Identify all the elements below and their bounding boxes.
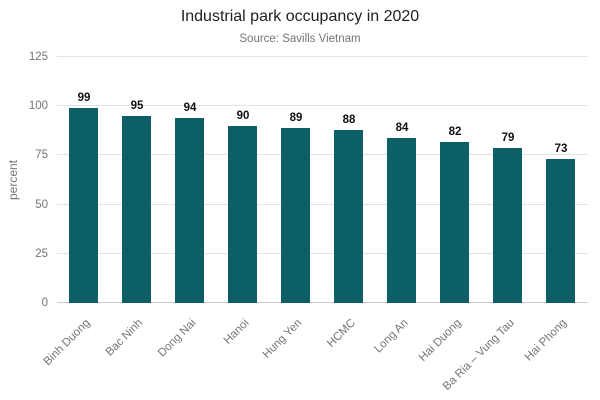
x-axis-label: Bac Ninh [0,313,145,358]
x-axis-label-text: Long An [372,317,411,356]
y-tick-label: 50 [35,199,48,211]
bar-value-label: 73 [554,143,568,155]
bar [334,130,363,303]
bar [69,108,98,303]
y-tick-label: 0 [41,297,48,309]
bar-value-label: 79 [501,132,515,144]
x-axis-label-text: Bac Ninh [103,317,146,359]
chart-subtitle: Source: Savills Vietnam [239,33,361,45]
y-tick-label: 100 [28,100,48,112]
y-tick-label: 25 [35,248,48,260]
bar-value-label: 90 [236,110,250,122]
chart-title: Industrial park occupancy in 2020 [180,8,420,25]
bar [228,126,257,303]
gridline [57,56,588,57]
x-axis-label-text: HCMC [324,317,358,350]
plot-area: 99 95 94 90 89 88 84 82 79 73 [57,56,588,303]
bar-value-label: 95 [130,100,144,112]
x-axis-label-text: Hai Duong [416,317,464,364]
x-axis-label-text: Hung Yen [260,317,305,361]
bar [175,118,204,303]
bar-value-label: 88 [342,114,356,126]
x-axis-label: Hai Duong [295,313,464,364]
gridline [57,154,588,155]
bar-value-label: 82 [448,126,462,138]
x-axis-label: Ba Ria – Vung Tau [348,313,517,393]
gridline [57,204,588,205]
x-axis-label-text: Hai Phong [523,317,570,364]
x-axis-label-text: Hanoi [221,317,252,347]
y-tick-label: 75 [35,149,48,161]
x-axis-label: Hai Phong [401,313,569,363]
bar [387,138,416,303]
bar-value-label: 94 [183,102,197,114]
x-axis-label: Dong Nai [30,313,198,359]
gridline [57,105,588,106]
bar-value-label: 84 [395,122,409,134]
bar [440,142,469,303]
bar-value-label: 99 [77,92,91,104]
x-axis-label: HCMC [189,313,358,350]
bar [546,159,575,303]
x-axis-label-text: Ba Ria – Vung Tau [440,317,517,393]
bar [122,116,151,303]
y-tick-label: 125 [28,51,48,63]
x-axis-label: Hung Yen [136,313,305,361]
bar [493,148,522,303]
x-axis-label-text: Dong Nai [156,317,199,360]
bar [281,128,310,303]
x-axis-label-text: Binh Duong [41,317,93,368]
gridline [57,302,588,303]
x-axis-label: Binh Duong [0,313,92,368]
y-axis-title: percent [6,159,20,201]
gridline [57,253,588,254]
bar-value-label: 89 [289,112,303,124]
x-axis-label: Hanoi [83,313,252,347]
x-axis-label: Long An [242,313,410,355]
